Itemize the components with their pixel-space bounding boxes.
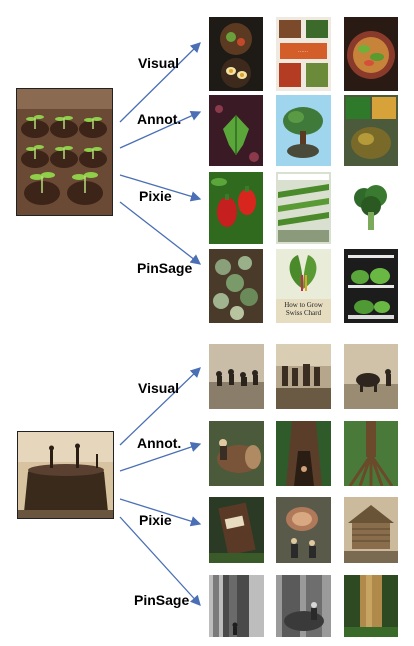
result-image [276, 95, 331, 166]
swiss-chard-caption: How to Grow Swiss Chard [284, 301, 323, 317]
result-image [344, 17, 398, 91]
method-label-pixie: Pixie [139, 188, 172, 204]
result-image [344, 497, 398, 563]
result-image [276, 344, 331, 409]
method-label-pinsage: PinSage [134, 592, 190, 608]
svg-text:······: ······ [298, 49, 308, 55]
arrow-bot-visual [119, 367, 201, 446]
result-image [276, 575, 331, 637]
result-image [344, 344, 398, 409]
result-image [344, 421, 398, 486]
result-image [276, 172, 331, 244]
arrow-top-annot [119, 110, 202, 149]
result-image: ······ [276, 17, 331, 91]
result-image-swiss-chard: How to Grow Swiss Chard [276, 249, 331, 323]
method-label-annot: Annot. [137, 435, 182, 451]
method-label-pixie: Pixie [139, 512, 172, 528]
arrow-bot-annot [119, 441, 202, 472]
result-image [209, 344, 264, 409]
result-image [209, 421, 264, 486]
arrow-bot-pixie [119, 498, 202, 527]
result-image [344, 95, 398, 166]
query-image-tree-stump [17, 431, 114, 519]
result-image [209, 575, 264, 637]
result-image [344, 172, 398, 244]
arrow-top-pinsage [119, 201, 202, 265]
result-image [344, 249, 398, 323]
result-image [209, 172, 263, 244]
result-image [209, 95, 263, 166]
result-image [209, 497, 264, 563]
method-label-pinsage: PinSage [137, 260, 193, 276]
result-image [276, 497, 331, 563]
result-image [209, 249, 263, 323]
result-image [344, 575, 398, 637]
method-label-annot: Annot. [137, 111, 182, 127]
arrow-top-visual [119, 42, 201, 123]
result-image [276, 421, 331, 486]
method-label-visual: Visual [138, 55, 179, 71]
query-image-seedlings [16, 88, 113, 216]
arrow-bot-pinsage [119, 516, 201, 606]
method-label-visual: Visual [138, 380, 179, 396]
arrow-top-pixie [119, 174, 202, 202]
result-image [209, 17, 263, 91]
